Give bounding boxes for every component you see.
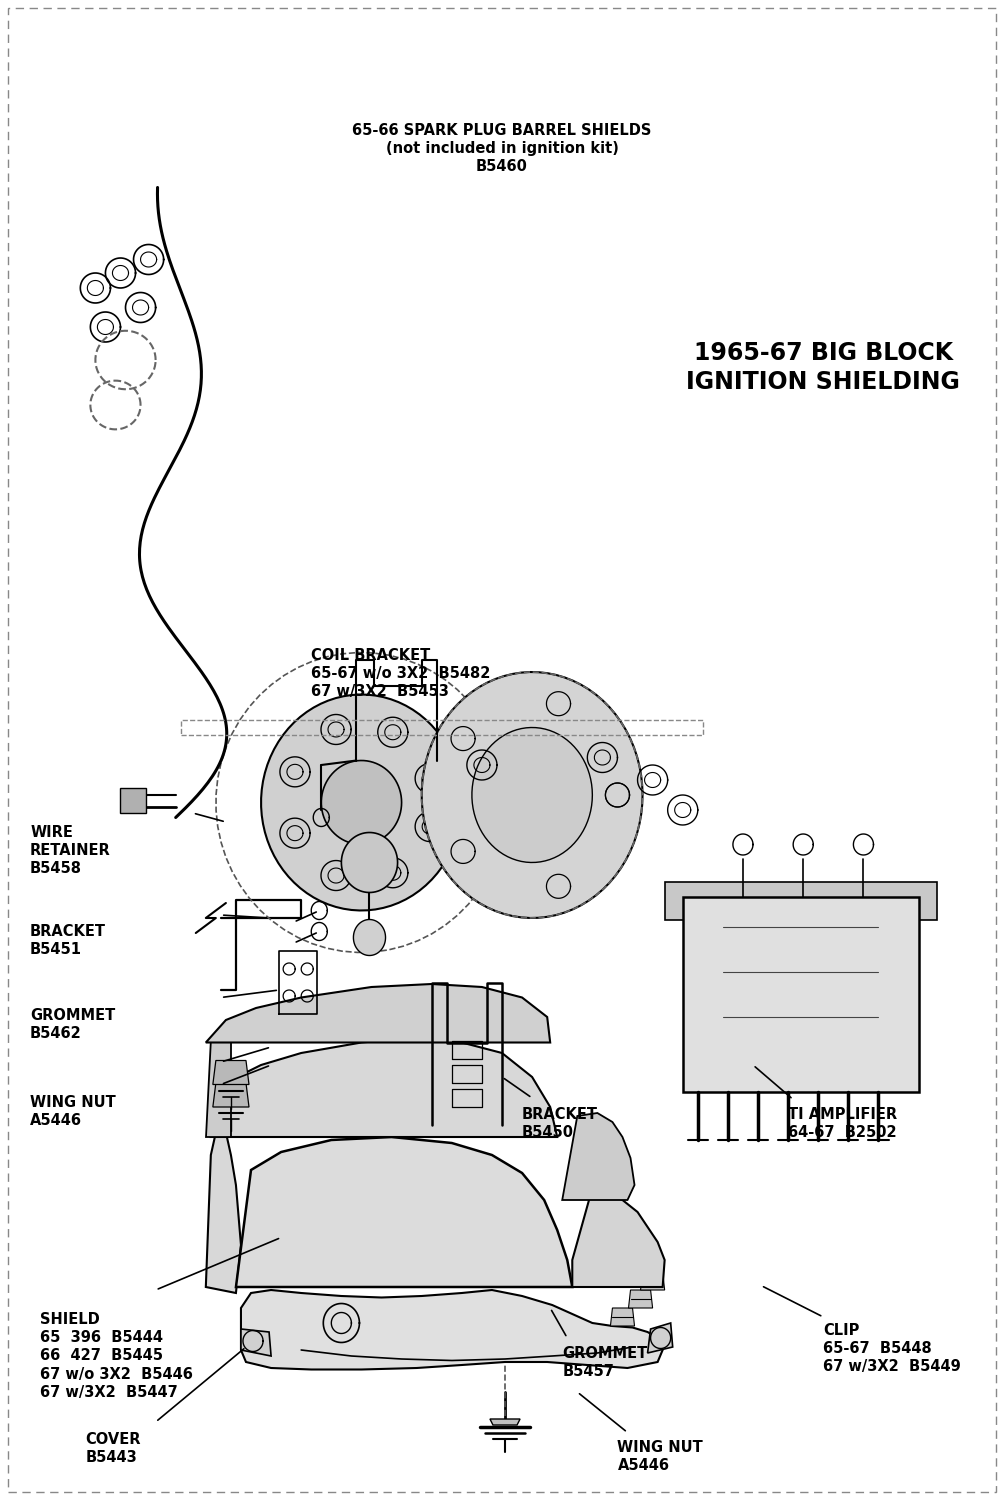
Polygon shape bbox=[489, 1419, 520, 1425]
Polygon shape bbox=[664, 882, 936, 920]
Text: WIRE
RETAINER
B5458: WIRE RETAINER B5458 bbox=[30, 825, 110, 876]
Polygon shape bbox=[206, 1038, 231, 1137]
Polygon shape bbox=[241, 1329, 271, 1356]
Text: WING NUT
A5446: WING NUT A5446 bbox=[617, 1440, 702, 1473]
Polygon shape bbox=[628, 1290, 652, 1308]
Text: TI AMPLIFIER
64-67  B2502: TI AMPLIFIER 64-67 B2502 bbox=[787, 1107, 897, 1140]
Text: CLIP
65-67  B5448
67 w/3X2  B5449: CLIP 65-67 B5448 67 w/3X2 B5449 bbox=[822, 1323, 960, 1374]
Polygon shape bbox=[471, 728, 592, 862]
Text: COIL BRACKET
65-67 w/o 3X2  B5482
67 w/3X2  B5453: COIL BRACKET 65-67 w/o 3X2 B5482 67 w/3X… bbox=[311, 648, 490, 699]
Polygon shape bbox=[647, 1323, 672, 1353]
Polygon shape bbox=[206, 1132, 241, 1293]
Polygon shape bbox=[682, 897, 918, 1092]
Text: COVER
B5443: COVER B5443 bbox=[85, 1432, 140, 1466]
Text: GROMMET
B5457: GROMMET B5457 bbox=[562, 1346, 647, 1378]
Polygon shape bbox=[640, 1272, 664, 1290]
Polygon shape bbox=[353, 920, 385, 956]
Polygon shape bbox=[213, 1083, 249, 1107]
Polygon shape bbox=[120, 788, 145, 813]
Polygon shape bbox=[572, 1188, 664, 1287]
Polygon shape bbox=[213, 1060, 249, 1084]
Polygon shape bbox=[562, 1113, 634, 1200]
Polygon shape bbox=[241, 1290, 662, 1370]
Polygon shape bbox=[261, 694, 461, 910]
Polygon shape bbox=[211, 1038, 557, 1137]
Text: GROMMET
B5462: GROMMET B5462 bbox=[30, 1008, 115, 1041]
Text: BRACKET
B5451: BRACKET B5451 bbox=[30, 924, 106, 957]
Polygon shape bbox=[236, 1137, 572, 1287]
Text: SHIELD
65  396  B5444
66  427  B5445
67 w/o 3X2  B5446
67 w/3X2  B5447: SHIELD 65 396 B5444 66 427 B5445 67 w/o … bbox=[40, 1312, 193, 1400]
Text: WING NUT
A5446: WING NUT A5446 bbox=[30, 1095, 115, 1128]
Text: 1965-67 BIG BLOCK
IGNITION SHIELDING: 1965-67 BIG BLOCK IGNITION SHIELDING bbox=[686, 340, 959, 394]
Polygon shape bbox=[610, 1308, 634, 1326]
Polygon shape bbox=[206, 984, 550, 1042]
Polygon shape bbox=[341, 833, 397, 892]
Text: 65-66 SPARK PLUG BARREL SHIELDS
(not included in ignition kit)
B5460: 65-66 SPARK PLUG BARREL SHIELDS (not inc… bbox=[352, 123, 651, 174]
Polygon shape bbox=[321, 760, 401, 844]
Text: BRACKET
B5450: BRACKET B5450 bbox=[522, 1107, 598, 1140]
Polygon shape bbox=[421, 672, 642, 918]
